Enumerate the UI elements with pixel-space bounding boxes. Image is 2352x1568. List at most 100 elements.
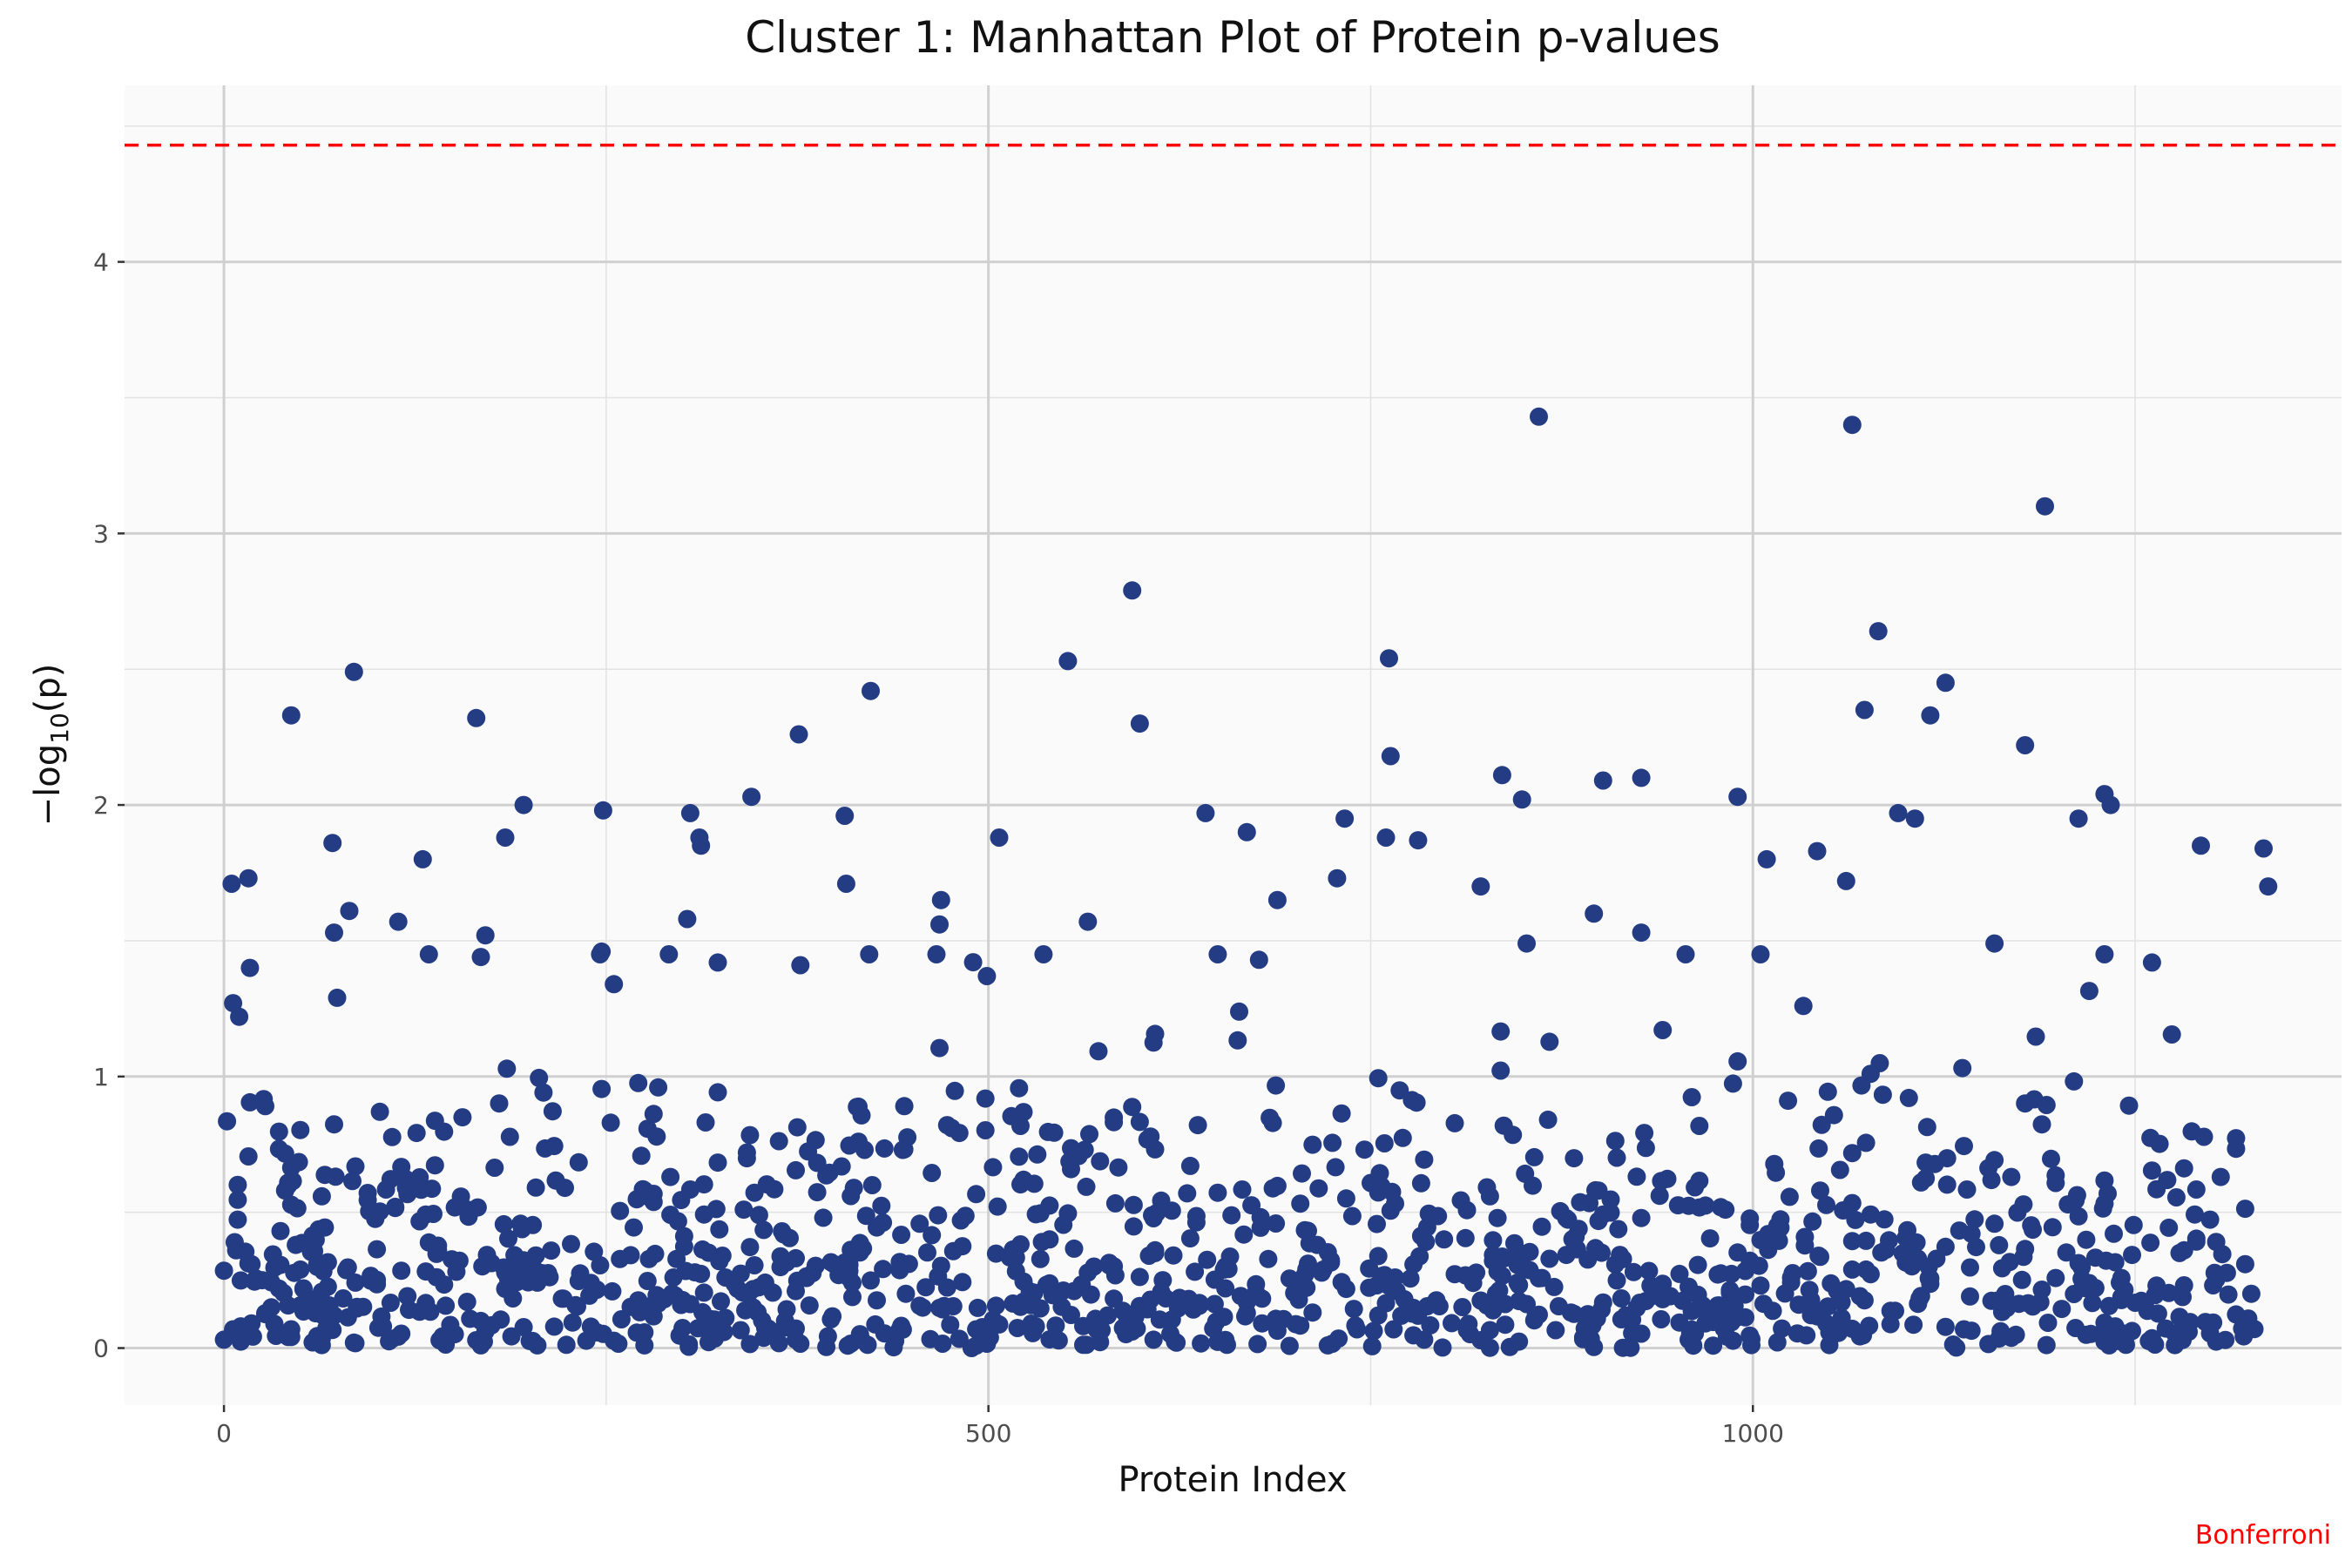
data-point: [808, 1183, 827, 1202]
data-point: [1532, 1217, 1551, 1236]
data-point: [765, 1179, 784, 1199]
data-point: [1260, 1108, 1280, 1127]
data-point: [2083, 1294, 2102, 1313]
data-point: [973, 1318, 992, 1336]
data-point: [382, 1127, 402, 1146]
data-point: [1457, 1321, 1477, 1340]
data-point: [612, 1310, 631, 1328]
data-point: [929, 1206, 948, 1225]
data-point: [366, 1209, 385, 1228]
data-point: [1749, 1256, 1768, 1275]
data-point: [2138, 1301, 2157, 1321]
data-point: [1429, 1297, 1449, 1315]
data-point: [899, 1254, 918, 1274]
data-point: [2079, 982, 2099, 1001]
data-point: [344, 1333, 363, 1352]
data-point: [1824, 1105, 1843, 1125]
data-point: [1372, 1267, 1391, 1286]
data-point: [1488, 1262, 1507, 1281]
data-point: [1635, 1124, 1654, 1143]
bonferroni-caption: Bonferroni: [2195, 1520, 2331, 1551]
data-point: [1842, 1232, 1862, 1251]
data-point: [242, 1314, 261, 1333]
data-point: [591, 945, 610, 963]
data-point: [1639, 1261, 1659, 1281]
data-point: [838, 1336, 857, 1355]
data-point: [1728, 787, 1747, 807]
data-point: [1713, 1299, 1732, 1318]
data-point: [635, 1323, 654, 1342]
data-point: [1673, 1291, 1692, 1310]
data-point: [1870, 1054, 1889, 1072]
data-point: [874, 1260, 893, 1279]
data-point: [1736, 1285, 1754, 1304]
data-point: [1763, 1301, 1782, 1321]
data-point: [1274, 1309, 1293, 1328]
data-point: [344, 662, 363, 681]
data-point: [325, 923, 343, 943]
data-point: [315, 1166, 335, 1185]
data-point: [1842, 416, 1862, 435]
data-point: [1711, 1264, 1730, 1283]
data-point: [1146, 1240, 1165, 1260]
data-point: [1510, 1275, 1529, 1294]
data-point: [514, 795, 533, 814]
data-point: [1530, 407, 1548, 426]
data-point: [817, 1166, 836, 1185]
data-point: [1950, 1221, 1969, 1240]
data-point: [2037, 1096, 2056, 1114]
data-point: [1369, 1306, 1388, 1325]
data-point: [2016, 736, 2035, 754]
data-point: [1632, 923, 1651, 943]
data-point: [293, 1233, 312, 1253]
data-point: [1565, 1149, 1584, 1168]
data-point: [2174, 1240, 2193, 1260]
data-point: [843, 1288, 862, 1307]
data-point: [771, 1258, 790, 1277]
data-point: [1411, 1173, 1430, 1193]
data-point: [1961, 1258, 1979, 1277]
data-point: [1335, 809, 1355, 828]
data-point: [593, 801, 612, 820]
data-point: [1740, 1209, 1760, 1228]
data-point: [956, 1206, 975, 1226]
data-point: [731, 1321, 750, 1340]
data-point: [239, 868, 258, 888]
data-point: [228, 1210, 247, 1229]
data-point: [2162, 1025, 2181, 1044]
data-point: [892, 1226, 911, 1244]
data-point: [1803, 1212, 1822, 1231]
data-point: [1704, 1336, 1723, 1355]
data-point: [471, 1335, 490, 1355]
data-point: [427, 1244, 446, 1263]
data-point: [2119, 1096, 2139, 1115]
data-point: [2066, 1319, 2085, 1337]
data-point: [2002, 1167, 2021, 1186]
data-point: [1364, 1321, 1383, 1341]
data-point: [389, 912, 408, 931]
data-point: [392, 1158, 411, 1177]
data-point: [1253, 1314, 1272, 1333]
data-point: [1011, 1297, 1030, 1316]
data-point: [312, 1186, 331, 1206]
data-point: [2147, 1276, 2166, 1295]
data-point: [556, 1179, 574, 1198]
data-point: [1842, 1260, 1862, 1279]
data-point: [471, 948, 490, 967]
data-point: [748, 1302, 767, 1321]
data-point: [569, 1152, 588, 1172]
data-point: [1267, 890, 1287, 909]
data-point: [754, 1220, 774, 1240]
data-point: [496, 1263, 515, 1282]
data-point: [1141, 1127, 1160, 1146]
data-point: [806, 1131, 825, 1150]
data-point: [1309, 1179, 1328, 1198]
data-point: [1410, 1247, 1429, 1266]
data-point: [672, 1295, 691, 1315]
data-point: [468, 1198, 487, 1217]
data-point: [587, 1281, 606, 1299]
data-point: [1180, 1229, 1200, 1248]
data-point: [733, 1283, 752, 1302]
data-point: [1676, 945, 1695, 963]
data-point: [271, 1221, 290, 1240]
